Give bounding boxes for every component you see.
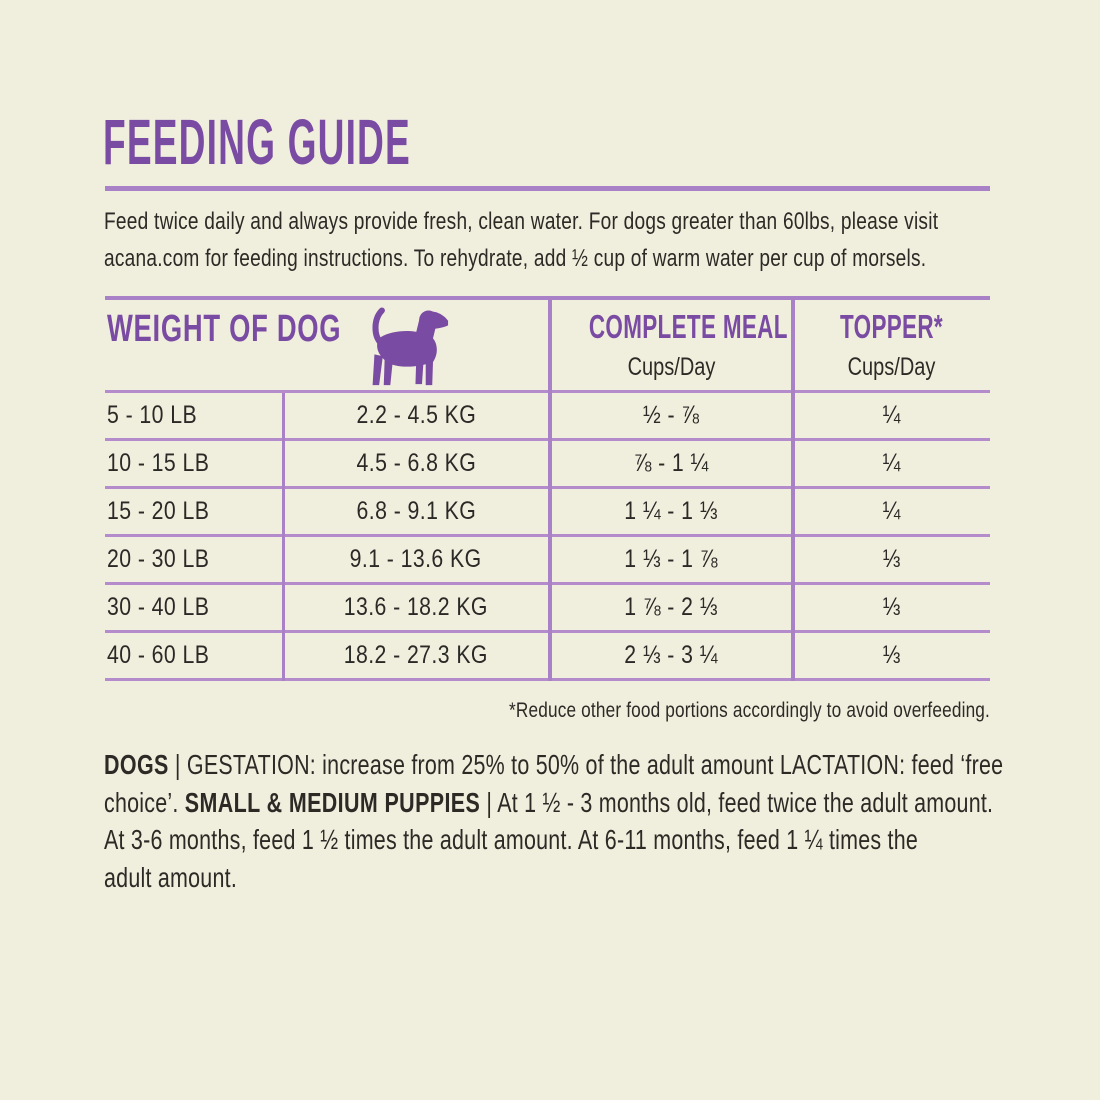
notes-line-4: adult amount. — [104, 859, 993, 897]
footnote: *Reduce other food portions accordingly … — [509, 699, 990, 722]
table-row: 30 - 40 LB 13.6 - 18.2 KG 1 ⅞ - 2 ⅓ ⅓ — [105, 585, 990, 633]
dog-icon — [372, 307, 449, 386]
months-text: At 3-6 months, feed 1 ½ times the adult … — [104, 824, 919, 855]
topper-value: ⅓ — [882, 545, 901, 573]
notes-paragraph: DOGS | GESTATION: increase from 25% to 5… — [104, 746, 1003, 897]
notes-line-2: choice’. SMALL & MEDIUM PUPPIES | At 1 ½… — [104, 784, 993, 822]
topper-cell: ⅓ — [793, 545, 990, 574]
intro-line-2: acana.com for feeding instructions. To r… — [104, 245, 927, 272]
months-text-cont: adult amount. — [104, 861, 238, 893]
weight-lb-cell: 20 - 30 LB — [105, 545, 282, 574]
title-divider — [105, 186, 990, 191]
divider-weight-meal — [548, 296, 552, 681]
weight-kg-value: 4.5 - 6.8 KG — [356, 449, 476, 477]
choice-text: choice’. — [104, 786, 185, 818]
topper-label: TOPPER* — [840, 308, 943, 345]
puppies-label: SMALL & MEDIUM PUPPIES — [184, 786, 481, 818]
table-top-border — [105, 296, 990, 300]
complete-meal-cell: 1 ¼ - 1 ⅓ — [550, 497, 793, 526]
complete-meal-value: 2 ⅓ - 3 ¼ — [624, 641, 719, 669]
topper-cell: ¼ — [793, 401, 990, 430]
complete-meal-cell: 1 ⅓ - 1 ⅞ — [550, 545, 793, 574]
weight-of-dog-header: WEIGHT OF DOG — [107, 308, 342, 350]
table-row: 15 - 20 LB 6.8 - 9.1 KG 1 ¼ - 1 ⅓ ¼ — [105, 489, 990, 537]
weight-kg-cell: 4.5 - 6.8 KG — [282, 449, 550, 478]
weight-kg-value: 2.2 - 4.5 KG — [356, 401, 476, 429]
weight-lb-value: 30 - 40 LB — [107, 593, 210, 621]
complete-meal-value: ½ - ⅞ — [643, 401, 700, 429]
complete-meal-cell: ⅞ - 1 ¼ — [550, 449, 793, 478]
complete-meal-value: 1 ⅞ - 2 ⅓ — [624, 593, 719, 621]
topper-cell: ⅓ — [793, 641, 990, 670]
weight-lb-cell: 15 - 20 LB — [105, 497, 282, 526]
weight-kg-cell: 9.1 - 13.6 KG — [282, 545, 550, 574]
topper-cell: ⅓ — [793, 593, 990, 622]
gestation-lactation-text: | GESTATION: increase from 25% to 50% of… — [168, 749, 1004, 780]
topper-header: TOPPER* Cups/Day — [793, 300, 990, 390]
intro-line-1: Feed twice daily and always provide fres… — [104, 208, 939, 235]
notes-line-1: DOGS | GESTATION: increase from 25% to 5… — [104, 746, 1003, 784]
weight-kg-value: 6.8 - 9.1 KG — [356, 497, 476, 525]
weight-lb-value: 15 - 20 LB — [107, 497, 210, 525]
weight-lb-cell: 5 - 10 LB — [105, 401, 282, 430]
weight-kg-cell: 13.6 - 18.2 KG — [282, 593, 550, 622]
table-header-row: WEIGHT OF DOG COMPLETE MEAL Cups/ — [105, 300, 990, 393]
complete-meal-header: COMPLETE MEAL Cups/Day — [550, 300, 793, 390]
topper-value: ¼ — [882, 449, 901, 477]
complete-meal-value: 1 ¼ - 1 ⅓ — [624, 497, 719, 525]
puppies-text: | At 1 ½ - 3 months old, feed twice the … — [480, 786, 994, 818]
weight-kg-value: 18.2 - 27.3 KG — [343, 641, 489, 669]
topper-value: ¼ — [882, 497, 901, 525]
divider-lb-kg — [282, 393, 285, 681]
divider-meal-topper — [791, 296, 795, 681]
topper-cell: ¼ — [793, 497, 990, 526]
complete-meal-cell: 1 ⅞ - 2 ⅓ — [550, 593, 793, 622]
topper-value: ¼ — [882, 401, 901, 429]
complete-meal-cell: 2 ⅓ - 3 ¼ — [550, 641, 793, 670]
weight-kg-cell: 18.2 - 27.3 KG — [282, 641, 550, 670]
complete-meal-value: ⅞ - 1 ¼ — [633, 449, 710, 477]
complete-meal-label: COMPLETE MEAL — [588, 308, 788, 345]
weight-kg-value: 13.6 - 18.2 KG — [343, 593, 489, 621]
weight-lb-cell: 30 - 40 LB — [105, 593, 282, 622]
complete-meal-units: Cups/Day — [627, 353, 716, 381]
table-row: 20 - 30 LB 9.1 - 13.6 KG 1 ⅓ - 1 ⅞ ⅓ — [105, 537, 990, 585]
table-row: 40 - 60 LB 18.2 - 27.3 KG 2 ⅓ - 3 ¼ ⅓ — [105, 633, 990, 681]
topper-units: Cups/Day — [847, 353, 936, 381]
weight-lb-cell: 10 - 15 LB — [105, 449, 282, 478]
topper-cell: ¼ — [793, 449, 990, 478]
weight-kg-cell: 2.2 - 4.5 KG — [282, 401, 550, 430]
complete-meal-cell: ½ - ⅞ — [550, 401, 793, 430]
weight-lb-value: 10 - 15 LB — [107, 449, 210, 477]
table-row: 5 - 10 LB 2.2 - 4.5 KG ½ - ⅞ ¼ — [105, 393, 990, 441]
table-body: 5 - 10 LB 2.2 - 4.5 KG ½ - ⅞ ¼ 10 - 15 L… — [105, 393, 990, 681]
complete-meal-value: 1 ⅓ - 1 ⅞ — [624, 545, 719, 573]
topper-value: ⅓ — [882, 641, 901, 669]
weight-lb-value: 40 - 60 LB — [107, 641, 210, 669]
weight-kg-cell: 6.8 - 9.1 KG — [282, 497, 550, 526]
notes-line-3: At 3-6 months, feed 1 ½ times the adult … — [104, 821, 993, 859]
weight-lb-cell: 40 - 60 LB — [105, 641, 282, 670]
topper-value: ⅓ — [882, 593, 901, 621]
weight-lb-value: 5 - 10 LB — [107, 401, 198, 429]
feeding-table: WEIGHT OF DOG COMPLETE MEAL Cups/ — [105, 296, 990, 681]
page-title: FEEDING GUIDE — [103, 106, 411, 178]
intro-text: Feed twice daily and always provide fres… — [104, 203, 993, 277]
weight-lb-value: 20 - 30 LB — [107, 545, 210, 573]
weight-kg-value: 9.1 - 13.6 KG — [350, 545, 482, 573]
table-row: 10 - 15 LB 4.5 - 6.8 KG ⅞ - 1 ¼ ¼ — [105, 441, 990, 489]
dogs-label: DOGS — [104, 749, 169, 780]
